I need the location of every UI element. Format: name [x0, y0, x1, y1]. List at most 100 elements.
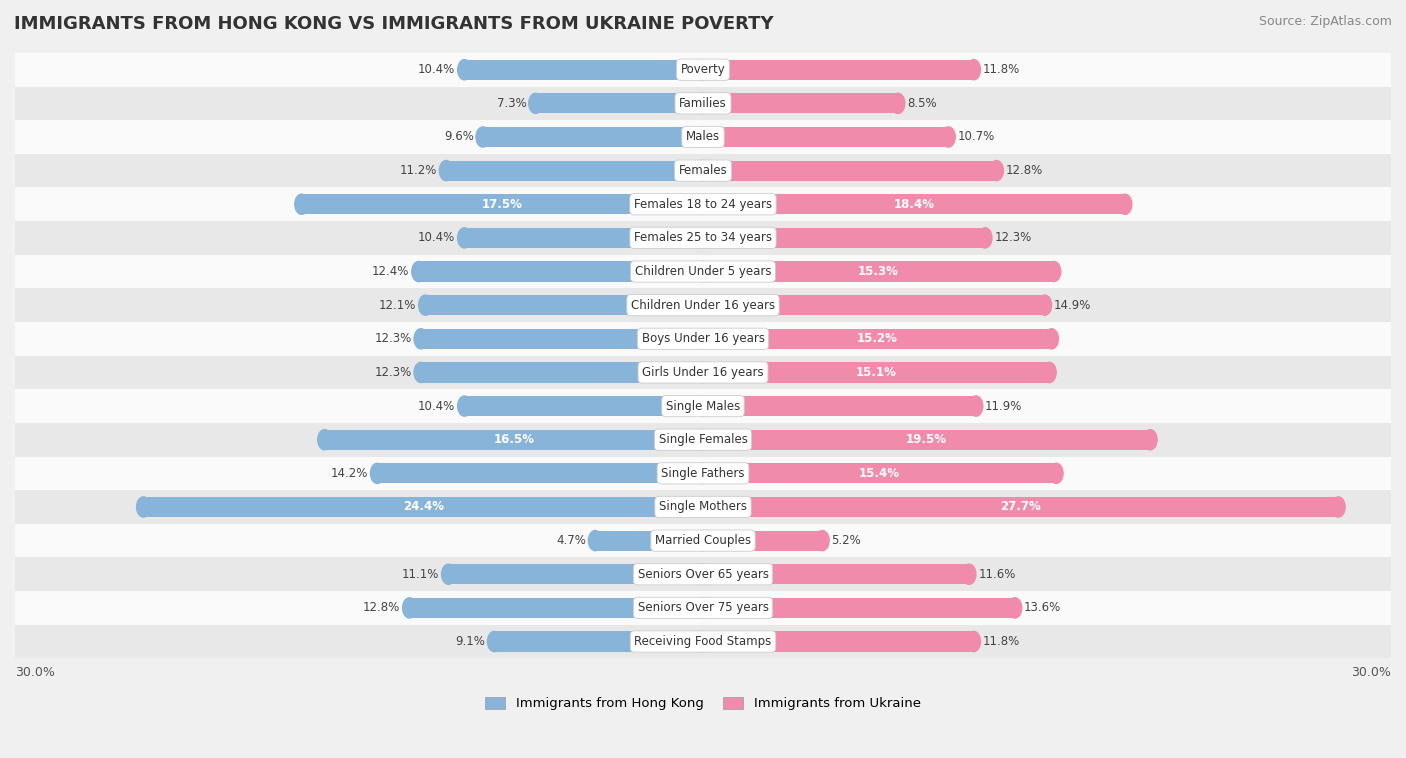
- Bar: [446, 161, 703, 180]
- Circle shape: [696, 396, 710, 416]
- Text: 7.3%: 7.3%: [496, 97, 526, 110]
- Text: Females: Females: [679, 164, 727, 177]
- Circle shape: [696, 329, 710, 349]
- Legend: Immigrants from Hong Kong, Immigrants from Ukraine: Immigrants from Hong Kong, Immigrants fr…: [479, 691, 927, 716]
- Circle shape: [696, 161, 710, 180]
- Bar: [15, 557, 1391, 591]
- Bar: [703, 497, 1339, 517]
- Circle shape: [696, 598, 710, 618]
- Bar: [420, 362, 703, 383]
- Bar: [703, 598, 1015, 618]
- Bar: [703, 564, 969, 584]
- Bar: [15, 86, 1391, 121]
- Text: 12.3%: 12.3%: [374, 366, 412, 379]
- Bar: [703, 396, 976, 416]
- Bar: [15, 255, 1391, 288]
- Text: Children Under 16 years: Children Under 16 years: [631, 299, 775, 312]
- Bar: [15, 154, 1391, 187]
- Circle shape: [696, 194, 710, 215]
- Text: Children Under 5 years: Children Under 5 years: [634, 265, 772, 278]
- Bar: [464, 396, 703, 416]
- Bar: [15, 53, 1391, 86]
- Bar: [464, 60, 703, 80]
- Circle shape: [1047, 262, 1060, 282]
- Circle shape: [419, 295, 433, 315]
- Circle shape: [815, 531, 830, 551]
- Circle shape: [967, 631, 980, 652]
- Circle shape: [696, 362, 710, 383]
- Bar: [419, 262, 703, 282]
- Bar: [703, 194, 1125, 215]
- Bar: [15, 322, 1391, 356]
- Circle shape: [696, 60, 710, 80]
- Circle shape: [696, 631, 710, 652]
- Circle shape: [696, 262, 710, 282]
- Bar: [15, 456, 1391, 490]
- Text: Receiving Food Stamps: Receiving Food Stamps: [634, 635, 772, 648]
- Circle shape: [457, 396, 471, 416]
- Circle shape: [696, 362, 710, 383]
- Bar: [15, 187, 1391, 221]
- Text: Single Mothers: Single Mothers: [659, 500, 747, 513]
- Circle shape: [696, 497, 710, 517]
- Bar: [15, 423, 1391, 456]
- Bar: [703, 295, 1045, 315]
- Text: Girls Under 16 years: Girls Under 16 years: [643, 366, 763, 379]
- Text: 16.5%: 16.5%: [494, 434, 534, 446]
- Text: 12.3%: 12.3%: [994, 231, 1032, 244]
- Circle shape: [696, 93, 710, 114]
- Text: Married Couples: Married Couples: [655, 534, 751, 547]
- Text: 4.7%: 4.7%: [557, 534, 586, 547]
- Circle shape: [402, 598, 416, 618]
- Circle shape: [696, 228, 710, 248]
- Text: Seniors Over 65 years: Seniors Over 65 years: [637, 568, 769, 581]
- Circle shape: [696, 127, 710, 147]
- Bar: [15, 524, 1391, 557]
- Circle shape: [457, 228, 471, 248]
- Circle shape: [529, 93, 543, 114]
- Circle shape: [696, 598, 710, 618]
- Text: 9.1%: 9.1%: [456, 635, 485, 648]
- Circle shape: [412, 262, 426, 282]
- Circle shape: [990, 161, 1004, 180]
- Circle shape: [962, 564, 976, 584]
- Bar: [482, 127, 703, 147]
- Bar: [703, 631, 973, 652]
- Circle shape: [1143, 430, 1157, 449]
- Bar: [703, 362, 1049, 383]
- Circle shape: [696, 93, 710, 114]
- Bar: [15, 591, 1391, 625]
- Bar: [703, 430, 1150, 449]
- Bar: [703, 127, 949, 147]
- Text: 12.3%: 12.3%: [374, 332, 412, 346]
- Circle shape: [696, 463, 710, 484]
- Circle shape: [1049, 463, 1063, 484]
- Text: 10.4%: 10.4%: [418, 231, 456, 244]
- Text: Boys Under 16 years: Boys Under 16 years: [641, 332, 765, 346]
- Bar: [15, 390, 1391, 423]
- Text: 15.3%: 15.3%: [858, 265, 898, 278]
- Bar: [377, 463, 703, 484]
- Bar: [464, 228, 703, 248]
- Bar: [420, 329, 703, 349]
- Circle shape: [696, 228, 710, 248]
- Circle shape: [696, 396, 710, 416]
- Circle shape: [457, 60, 471, 80]
- Text: 11.6%: 11.6%: [979, 568, 1015, 581]
- Text: 9.6%: 9.6%: [444, 130, 474, 143]
- Circle shape: [370, 463, 384, 484]
- Bar: [449, 564, 703, 584]
- Text: Females 25 to 34 years: Females 25 to 34 years: [634, 231, 772, 244]
- Text: Seniors Over 75 years: Seniors Over 75 years: [637, 601, 769, 615]
- Circle shape: [477, 127, 489, 147]
- Bar: [495, 631, 703, 652]
- Bar: [703, 463, 1056, 484]
- Circle shape: [696, 531, 710, 551]
- Circle shape: [696, 564, 710, 584]
- Circle shape: [136, 497, 150, 517]
- Circle shape: [696, 430, 710, 449]
- Circle shape: [1038, 295, 1052, 315]
- Text: 14.2%: 14.2%: [330, 467, 368, 480]
- Circle shape: [1331, 497, 1346, 517]
- Text: Single Females: Single Females: [658, 434, 748, 446]
